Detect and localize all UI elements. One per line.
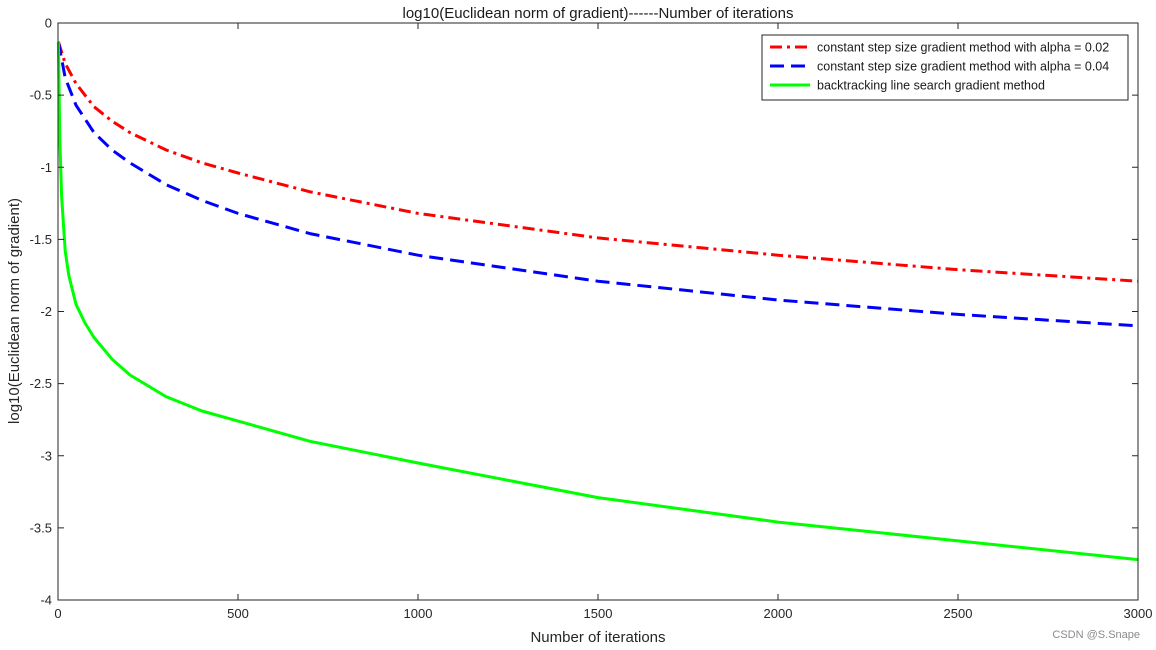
series-layer: [56, 41, 1139, 562]
watermark-text: CSDN @S.Snape: [1052, 629, 1140, 641]
x-tick-label: 3000: [1124, 606, 1153, 621]
y-tick-label: -1.5: [30, 232, 52, 247]
x-axis: 0 500 1000 1500 2000 2500 3000: [54, 23, 1152, 621]
legend-label-3: backtracking line search gradient method: [817, 79, 1045, 93]
series-line-1: [56, 41, 1139, 283]
x-axis-title: Number of iterations: [530, 629, 665, 646]
y-tick-label: -1: [40, 160, 52, 175]
y-tick-label: -3.5: [30, 520, 52, 535]
y-axis: 0 -0.5 -1 -1.5 -2 -2.5 -3 -3.5 -4: [30, 16, 1138, 608]
y-tick-label: -0.5: [30, 88, 52, 103]
y-tick-label: -2.5: [30, 376, 52, 391]
plot-area: [58, 23, 1138, 600]
y-tick-label: -2: [40, 304, 52, 319]
legend-box: [761, 34, 1129, 101]
legend-label-2: constant step size gradient method with …: [817, 60, 1109, 74]
y-tick-label: 0: [45, 16, 52, 31]
y-tick-label: -3: [40, 448, 52, 463]
legend-label-1: constant step size gradient method with …: [817, 41, 1109, 55]
x-tick-label: 1500: [584, 606, 613, 621]
x-tick-label: 0: [54, 606, 61, 621]
x-tick-label: 2000: [764, 606, 793, 621]
chart-title: log10(Euclidean norm of gradient)------N…: [403, 5, 794, 22]
series-line-3: [56, 41, 1139, 562]
y-tick-label: -4: [40, 593, 52, 608]
x-tick-label: 1000: [404, 606, 433, 621]
y-axis-title: log10(Euclidean norm of gradient): [6, 198, 23, 424]
x-tick-label: 2500: [944, 606, 973, 621]
legend: constant step size gradient method with …: [761, 34, 1129, 101]
x-tick-label: 500: [227, 606, 249, 621]
